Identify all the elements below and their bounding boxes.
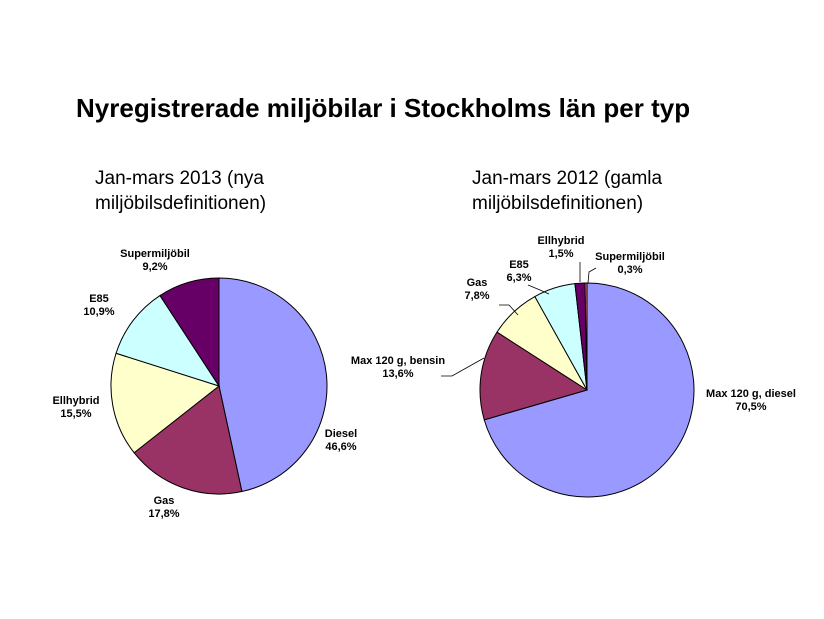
chart-title: Nyregistrerade miljöbilar i Stockholms l… [76, 93, 691, 123]
slice-label: E85 [509, 259, 529, 271]
slice-value-label: 17,8% [148, 508, 179, 520]
slice-value-label: 13,6% [382, 368, 413, 380]
slice-label: Diesel [325, 428, 357, 440]
slice-value-label: 15,5% [60, 408, 91, 420]
slice-value-label: 10,9% [83, 306, 114, 318]
slice-label: Gas [154, 495, 175, 507]
pie-slice-0-0 [218, 277, 328, 493]
slice-value-label: 70,5% [735, 401, 766, 413]
pie-2012-title-line1: Jan-mars 2012 (gamla [472, 168, 663, 189]
pie-2013-title: Jan-mars 2013 (nya miljöbilsdefinitionen… [95, 166, 266, 216]
slice-label: Supermiljöbil [595, 251, 665, 263]
slice-label: Max 120 g, diesel [706, 388, 796, 400]
slice-value-label: 1,5% [548, 248, 573, 260]
slice-label: Ellhybrid [52, 395, 99, 407]
pie-slice-1-1 [479, 331, 589, 421]
pie-2012-title-line2: miljöbilsdefinitionen) [472, 193, 644, 214]
pie-slice-0-4 [159, 277, 220, 388]
leader-line [441, 357, 485, 377]
pie-2013-title-line2: miljöbilsdefinitionen) [95, 193, 267, 214]
slice-label: Ellhybrid [537, 235, 584, 247]
slice-value-label: 6,3% [506, 272, 531, 284]
pie-slice-0-1 [133, 385, 243, 495]
leader-line [499, 304, 519, 316]
slice-value-label: 9,2% [142, 261, 167, 273]
pie-slice-1-0 [483, 282, 695, 498]
slice-label: Max 120 g, bensin [351, 355, 445, 367]
pie-slice-1-5 [584, 282, 588, 391]
pie-slice-0-3 [115, 294, 221, 387]
slice-label: Supermiljöbil [120, 248, 190, 260]
slice-value-label: 7,8% [464, 290, 489, 302]
leader-line [587, 267, 597, 284]
slice-value-label: 0,3% [617, 264, 642, 276]
leader-line [527, 284, 550, 295]
pie-slice-0-2 [110, 352, 221, 454]
slice-label: E85 [89, 293, 109, 305]
slice-label: Gas [467, 277, 488, 289]
pie-2013-title-line1: Jan-mars 2013 (nya [95, 168, 264, 189]
slice-value-label: 46,6% [325, 441, 356, 453]
pie-2012-title: Jan-mars 2012 (gamla miljöbilsdefinition… [472, 166, 662, 216]
